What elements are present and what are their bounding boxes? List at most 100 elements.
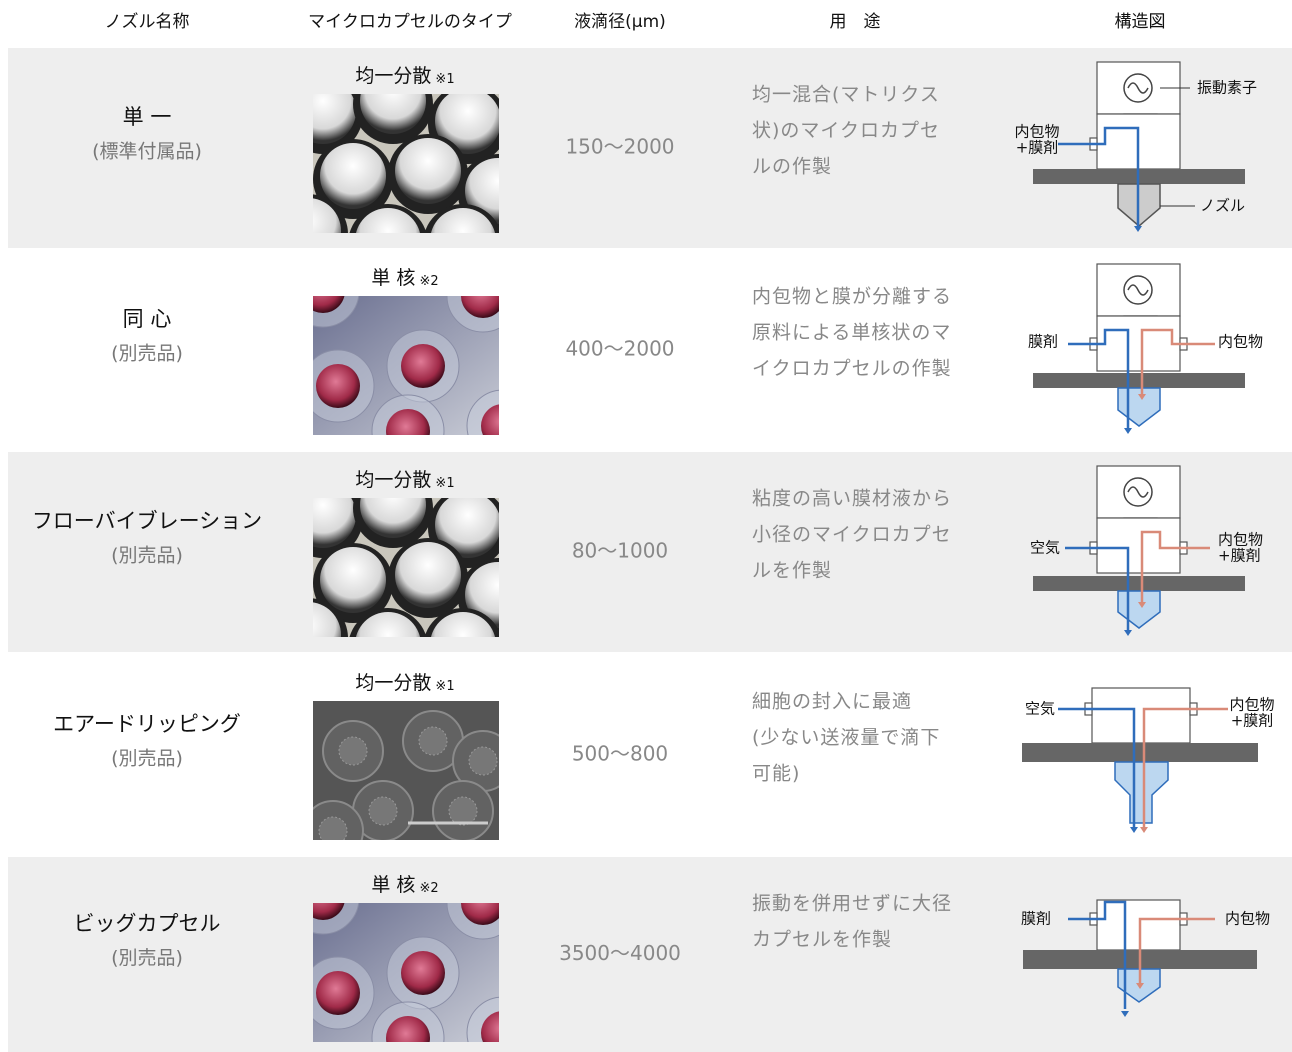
nozzle-note: (別売品) — [111, 748, 183, 770]
footnote: ※1 — [435, 476, 454, 491]
sphere — [313, 198, 341, 233]
sphere — [313, 498, 356, 548]
arrow — [1124, 630, 1132, 636]
diagram-label: +膜剤 — [1231, 712, 1274, 730]
arrow — [1136, 983, 1144, 989]
use-line: 可能) — [752, 763, 800, 785]
arrow — [1134, 226, 1142, 232]
flow-line — [1140, 530, 1210, 602]
diagram-label: 内包物 — [1229, 696, 1274, 714]
plate — [1022, 743, 1258, 762]
footnote: ※1 — [435, 679, 454, 694]
flow-line — [1138, 917, 1215, 983]
footnote: ※1 — [435, 72, 454, 87]
capsule-type-name: 単 核 — [371, 267, 415, 289]
nozzle-name: ビッグカプセル — [74, 912, 221, 936]
use-line: 小径のマイクロカプセ — [752, 524, 952, 546]
diagram-label: 振動素子 — [1197, 79, 1257, 97]
part — [1096, 517, 1181, 574]
sphere — [320, 547, 386, 613]
arrow — [1140, 827, 1148, 833]
capsule-photo — [313, 498, 499, 637]
droplet-size: 80〜1000 — [572, 539, 668, 563]
capsule-type-name: 単 核 — [371, 874, 415, 896]
capsule-type: 単 核 ※2 — [371, 874, 438, 896]
sphere — [435, 498, 499, 558]
diagram-label: 内包物 — [1014, 123, 1059, 141]
cell-core — [448, 796, 478, 826]
sphere — [313, 602, 341, 637]
row-band — [8, 452, 1292, 652]
arrow — [1138, 394, 1146, 400]
flow-line — [1142, 707, 1228, 827]
diagram-label: 内包物 — [1225, 910, 1270, 928]
flow-line — [1058, 707, 1136, 827]
sphere — [435, 94, 499, 154]
droplet-size: 150〜2000 — [565, 135, 674, 159]
droplet-size: 500〜800 — [572, 742, 668, 766]
sine — [1127, 486, 1149, 498]
diagram-label: +膜剤 — [1016, 139, 1059, 157]
use-line: 細胞の封入に最適 — [752, 691, 912, 713]
photo-content — [313, 701, 499, 840]
arrow — [1124, 428, 1132, 434]
column-header: 構造図 — [1115, 12, 1166, 32]
nozzle-note: (別売品) — [111, 545, 183, 567]
core — [481, 1011, 499, 1042]
diagram-label: +膜剤 — [1218, 547, 1261, 565]
diagram-label: 空気 — [1025, 700, 1055, 718]
core — [386, 409, 430, 435]
cell-core — [318, 816, 348, 840]
sphere — [355, 612, 421, 637]
diagram-label: 内包物 — [1218, 333, 1263, 351]
core — [461, 296, 499, 318]
core — [461, 903, 499, 925]
use-line: 状)のマイクロカプセ — [752, 120, 940, 142]
capsule-type-name: 均一分散 — [355, 672, 431, 694]
nozzle — [1114, 761, 1169, 824]
footnote: ※2 — [419, 274, 438, 289]
cell-core — [468, 746, 498, 776]
capsule-type: 均一分散 ※1 — [355, 469, 454, 491]
nozzle-name: フローバイブレーション — [32, 509, 262, 533]
sphere — [430, 208, 496, 233]
nozzle-name: エアードリッピング — [53, 712, 241, 736]
column-header: ノズル名称 — [105, 12, 190, 32]
diagram-label: 空気 — [1030, 539, 1060, 557]
capsule-photo — [313, 94, 499, 233]
photo-content — [313, 94, 499, 233]
use-line: 内包物と膜が分離する — [752, 286, 952, 308]
core — [401, 344, 445, 388]
use-line: 均一混合(マトリクス — [752, 84, 940, 106]
capsule-type: 均一分散 ※1 — [355, 672, 454, 694]
core — [313, 296, 345, 313]
diagram-label: 膜剤 — [1028, 333, 1058, 351]
nozzle-name: 単 一 — [123, 105, 172, 129]
column-header: 液滴径(μm) — [574, 12, 666, 32]
droplet-size: 400〜2000 — [565, 337, 674, 361]
core — [481, 404, 499, 435]
arrow — [1138, 602, 1146, 608]
flow-line — [1068, 328, 1130, 428]
sine — [1127, 82, 1149, 94]
diagram-label: 内包物 — [1218, 531, 1263, 549]
droplet-size: 3500〜4000 — [559, 941, 681, 965]
nozzle-note: (別売品) — [111, 343, 183, 365]
sphere — [320, 143, 386, 209]
shell — [466, 389, 499, 435]
cell-core — [338, 736, 368, 766]
plate — [1033, 373, 1245, 388]
sphere — [395, 138, 461, 204]
part — [1096, 899, 1181, 951]
part — [1096, 315, 1181, 372]
use-line: 原料による単核状のマ — [752, 322, 951, 344]
shell — [313, 296, 360, 328]
sphere — [360, 94, 426, 134]
photo-content — [313, 903, 499, 1042]
use-line: カプセルを作製 — [752, 929, 892, 951]
use-line: 粘度の高い膜材液から — [752, 488, 952, 510]
footnote: ※2 — [419, 881, 438, 896]
capsule-type: 単 核 ※2 — [371, 267, 438, 289]
cell-core — [368, 796, 398, 826]
